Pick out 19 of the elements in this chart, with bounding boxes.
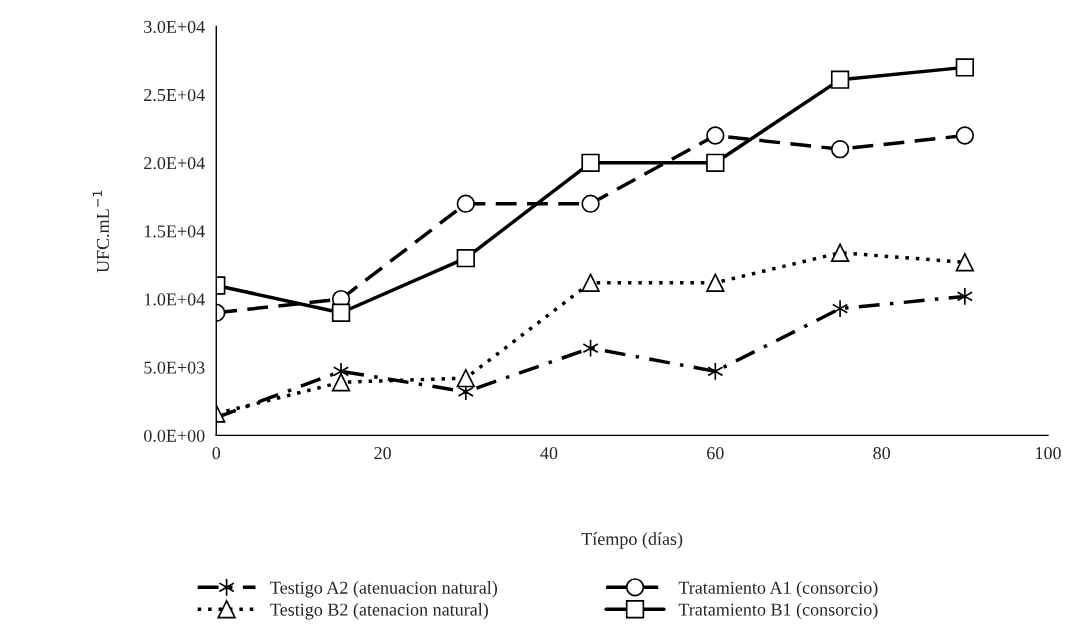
x-tick-label: 60 bbox=[707, 447, 724, 460]
legend-label: Testigo A2 (atenuacion natural) bbox=[270, 581, 498, 598]
x-tick-label: 80 bbox=[873, 447, 891, 460]
y-tick-label: 5.0E+03 bbox=[144, 361, 205, 374]
y-tick-label: 3.0E+04 bbox=[144, 20, 205, 34]
x-axis-title: Tíempo (días) bbox=[581, 532, 683, 549]
y-axis-title: UFC.mL$^{−1}$ bbox=[92, 190, 110, 273]
x-tick-label: 0 bbox=[212, 447, 221, 460]
x-tick-label: 100 bbox=[1036, 447, 1061, 460]
legend-label: Testigo B2 (atenacion natural) bbox=[270, 603, 488, 620]
y-tick-label: 2.5E+04 bbox=[144, 88, 205, 102]
y-tick-label: 2.0E+04 bbox=[144, 157, 205, 170]
x-tick-label: 20 bbox=[374, 447, 391, 460]
y-tick-label: 1.5E+04 bbox=[144, 225, 205, 238]
y-tick-label: 1.0E+04 bbox=[144, 293, 205, 306]
legend-label: Tratamiento A1 (consorcio) bbox=[678, 581, 878, 598]
legend-label: Tratamiento B1 (consorcio) bbox=[678, 603, 878, 620]
y-tick-label: 0.0E+00 bbox=[144, 429, 205, 442]
x-tick-label: 40 bbox=[540, 447, 558, 460]
